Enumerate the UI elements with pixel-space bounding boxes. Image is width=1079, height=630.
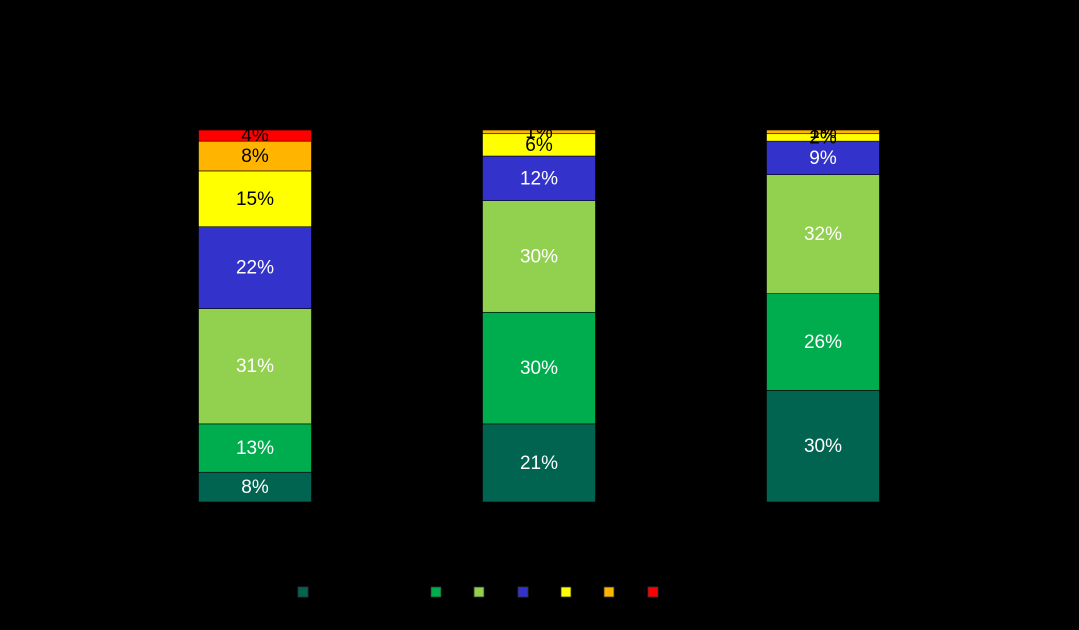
legend-swatch	[473, 586, 485, 598]
legend-swatch	[647, 586, 659, 598]
bar-segment	[482, 311, 596, 425]
data-label: 15%	[236, 189, 274, 210]
data-label: 30%	[520, 246, 558, 267]
legend-swatch	[603, 586, 615, 598]
data-label: 1%	[525, 122, 553, 143]
bar-segments	[198, 129, 880, 503]
bar-segment	[482, 129, 596, 135]
data-label: 2%	[809, 127, 837, 148]
data-label: 8%	[241, 477, 269, 498]
data-labels: 8%13%31%22%15%8%4%21%30%30%12%6%1%30%26%…	[236, 122, 842, 498]
data-label: 30%	[520, 358, 558, 379]
bar-segment	[766, 293, 880, 391]
data-label: 8%	[241, 146, 269, 167]
legend	[297, 586, 659, 598]
legend-swatch	[297, 586, 309, 598]
data-label: 9%	[809, 148, 837, 169]
bar-segment	[766, 174, 880, 294]
bar-segment	[766, 129, 880, 135]
bar-segment	[198, 308, 312, 425]
bar-segment	[198, 226, 312, 309]
data-label: 31%	[236, 356, 274, 377]
bar-segment	[198, 471, 312, 503]
bar-segment	[198, 170, 312, 228]
data-label: 32%	[804, 224, 842, 245]
bar-segment	[482, 423, 596, 503]
bar-segment	[198, 423, 312, 473]
data-label: 12%	[520, 168, 558, 189]
bar-segment	[766, 390, 880, 503]
data-label: 22%	[236, 258, 274, 279]
bar-segment	[198, 140, 312, 172]
bar-segment	[482, 155, 596, 201]
data-label: 21%	[520, 453, 558, 474]
data-label: 30%	[804, 436, 842, 457]
data-label: 1%	[809, 122, 837, 143]
data-label: 26%	[804, 332, 842, 353]
legend-swatch	[430, 586, 442, 598]
bar-segment	[198, 129, 312, 142]
legend-swatch	[517, 586, 529, 598]
data-label: 4%	[241, 126, 269, 147]
bar-segment	[482, 200, 596, 313]
legend-swatch	[560, 586, 572, 598]
data-label: 13%	[236, 438, 274, 459]
data-label: 6%	[525, 135, 553, 156]
